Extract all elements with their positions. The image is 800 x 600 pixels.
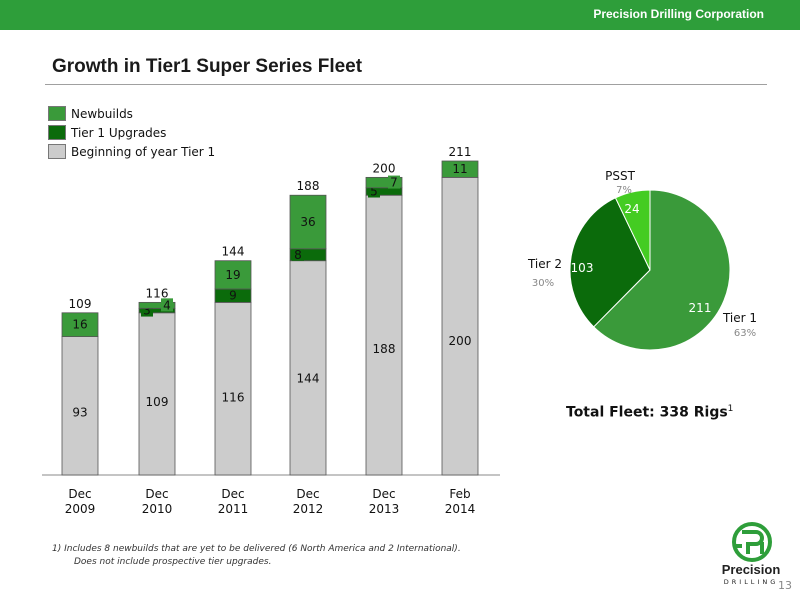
page-title: Growth in Tier1 Super Series Fleet — [52, 56, 363, 77]
legend-item-beginning-tier1: Beginning of year Tier 1 — [48, 142, 215, 161]
x-tick-label-month: Feb — [449, 487, 470, 501]
bar-value-label: 16 — [72, 318, 87, 332]
logo-sub: DRILLING — [723, 578, 779, 586]
bar-value-label: 7 — [390, 176, 398, 190]
bar-value-label: 8 — [294, 248, 302, 262]
footnote-line-2: Does not include prospective tier upgrad… — [74, 557, 272, 567]
bar-beginning-of-year-tier-1 — [61, 336, 99, 476]
pie-slice-psst — [614, 189, 651, 271]
bar-total-label: 116 — [146, 286, 169, 300]
bar-newbuilds — [365, 176, 403, 189]
company-name: Precision Drilling Corporation — [593, 7, 764, 21]
pie-slice-label: Tier 1 — [722, 311, 757, 325]
bar-label-box — [161, 298, 173, 312]
precision-drilling-logo: Precision DRILLING — [712, 520, 792, 595]
total-fleet-text: Total Fleet: 338 Rigs — [566, 404, 728, 421]
x-tick-label-month: Dec — [372, 487, 395, 501]
logo-word: Precision — [721, 562, 781, 577]
bar-value-label: 9 — [229, 289, 237, 303]
bar-value-label: 3 — [143, 304, 151, 318]
footnote: 1) Includes 8 newbuilds that are yet to … — [52, 543, 461, 569]
bar-newbuilds — [214, 260, 252, 290]
legend-swatch-tier1-upgrades — [48, 125, 66, 140]
pie-percent-label: 7% — [616, 185, 632, 196]
bar-total-label: 144 — [222, 245, 245, 259]
bar-beginning-of-year-tier-1 — [214, 301, 252, 476]
bar-value-label: 144 — [297, 372, 320, 386]
legend-item-tier1-upgrades: Tier 1 Upgrades — [48, 123, 215, 142]
bar-beginning-of-year-tier-1 — [441, 176, 479, 476]
bar-beginning-of-year-tier-1 — [138, 312, 176, 476]
bar-total-label: 200 — [373, 161, 396, 175]
pie-slice-label: Tier 2 — [527, 257, 562, 271]
bar-total-label: 109 — [69, 297, 92, 311]
bar-beginning-of-year-tier-1 — [365, 194, 403, 476]
bar-total-label: 188 — [297, 179, 320, 193]
x-tick-label-year: 2013 — [369, 502, 400, 516]
footnote-line-1: 1) Includes 8 newbuilds that are yet to … — [52, 544, 461, 554]
chart-legend: Newbuilds Tier 1 Upgrades Beginning of y… — [48, 104, 215, 161]
bar-label-box — [388, 175, 400, 189]
legend-item-newbuilds: Newbuilds — [48, 104, 215, 123]
x-tick-label-year: 2014 — [445, 502, 476, 516]
x-tick-label-year: 2009 — [65, 502, 96, 516]
x-tick-label-month: Dec — [145, 487, 168, 501]
bar-beginning-of-year-tier-1 — [289, 260, 327, 476]
bar-newbuilds — [289, 194, 327, 250]
x-tick-label-year: 2011 — [218, 502, 249, 516]
bar-value-label: 116 — [222, 390, 245, 404]
pie-slice-tier-2 — [569, 197, 651, 328]
bar-value-label: 4 — [163, 298, 171, 312]
page-number: 13 — [778, 579, 792, 592]
logo-mark-icon — [732, 522, 772, 562]
title-divider — [45, 84, 767, 85]
x-tick-label-year: 2010 — [142, 502, 173, 516]
bar-newbuilds — [61, 312, 99, 338]
bar-value-label: 200 — [449, 334, 472, 348]
legend-label-beginning-tier1: Beginning of year Tier 1 — [71, 144, 216, 159]
bar-label-box — [292, 247, 304, 261]
bar-newbuilds — [441, 160, 479, 178]
total-fleet-footnote-marker: 1 — [727, 404, 734, 414]
x-tick-label-month: Dec — [296, 487, 319, 501]
pie-value-label: 24 — [624, 202, 639, 216]
header-bar: Precision Drilling Corporation — [0, 0, 800, 30]
bar-value-label: 109 — [146, 395, 169, 409]
x-tick-label-year: 2012 — [293, 502, 324, 516]
x-tick-label-month: Dec — [221, 487, 244, 501]
total-fleet-label: Total Fleet: 338 Rigs1 — [566, 404, 733, 421]
pie-slice-tier-1 — [592, 189, 731, 351]
bar-value-label: 36 — [300, 215, 315, 229]
bar-value-label: 93 — [72, 406, 87, 420]
bar-value-label: 11 — [452, 162, 467, 176]
pie-value-label: 211 — [689, 301, 712, 315]
legend-swatch-newbuilds — [48, 106, 66, 121]
bar-newbuilds — [138, 301, 176, 309]
legend-label-tier1-upgrades: Tier 1 Upgrades — [71, 125, 167, 140]
legend-swatch-beginning-tier1 — [48, 144, 66, 159]
pie-slice-label: PSST — [605, 169, 635, 183]
x-tick-label-month: Dec — [68, 487, 91, 501]
pie-percent-label: 63% — [734, 328, 756, 339]
legend-label-newbuilds: Newbuilds — [71, 106, 133, 121]
pie-value-label: 103 — [571, 261, 594, 275]
bar-value-label: 5 — [370, 185, 378, 199]
bar-value-label: 188 — [373, 342, 396, 356]
bar-value-label: 19 — [225, 268, 240, 282]
bar-total-label: 211 — [449, 145, 472, 159]
pie-percent-label: 30% — [532, 278, 554, 289]
